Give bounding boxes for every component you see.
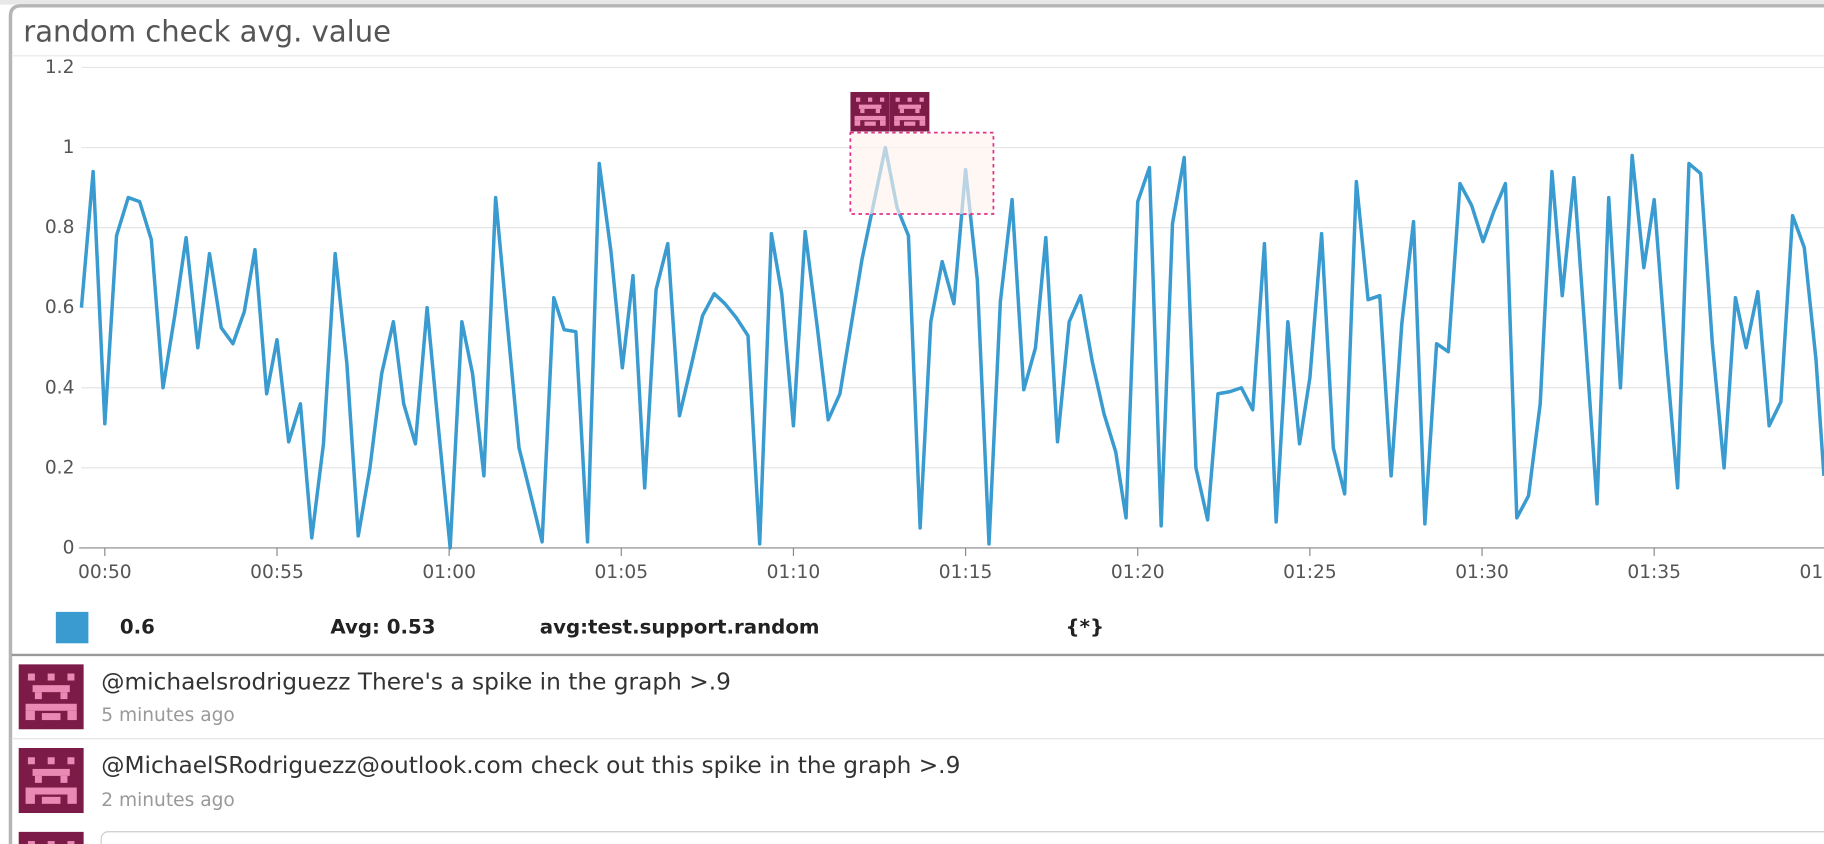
panel-border bbox=[8, 4, 1824, 844]
legend-avg: Avg: 0.53 bbox=[330, 616, 435, 639]
top-strip bbox=[0, 0, 1824, 5]
annotation-avatar[interactable] bbox=[889, 91, 930, 132]
x-tick-label: 01:10 bbox=[767, 562, 821, 583]
y-tick-label: 0 bbox=[63, 537, 75, 558]
legend-series: avg:test.support.random bbox=[540, 616, 820, 639]
x-ticks: 00:50 00:55 01:00 01:05 01:10 01:15 01:20 01:25… bbox=[78, 547, 1824, 583]
comment-text: @michaelsrodriguezz There's a spike in t… bbox=[101, 668, 731, 695]
x-tick-label: 01:25 bbox=[1283, 562, 1337, 583]
avatar[interactable] bbox=[18, 664, 84, 730]
legend-scope: {*} bbox=[1066, 616, 1104, 639]
y-tick-label: 0.8 bbox=[45, 217, 75, 238]
x-tick-label: 01:05 bbox=[594, 562, 648, 583]
x-tick-label: 01:15 bbox=[939, 562, 993, 583]
panel-title: random check avg. value bbox=[23, 15, 391, 49]
x-tick-label: 00:55 bbox=[250, 562, 304, 583]
legend-swatch bbox=[55, 611, 89, 644]
x-tick-label: 01:40 bbox=[1800, 562, 1824, 583]
comment-time: 5 minutes ago bbox=[101, 705, 235, 726]
comment-text: @MichaelSRodriguezz@outlook.com check ou… bbox=[101, 752, 960, 779]
plot-area: 0 0.2 0.4 0.6 0.8 1 1.2 00:50 00:55 01:00 01:05 01:… bbox=[45, 57, 1824, 583]
x-tick-label: 01:00 bbox=[422, 562, 476, 583]
y-tick-label: 1 bbox=[63, 137, 75, 158]
y-tick-label: 1.2 bbox=[45, 57, 75, 78]
x-tick-label: 01:20 bbox=[1111, 562, 1165, 583]
x-tick-label: 01:35 bbox=[1627, 562, 1681, 583]
annotation-avatar[interactable] bbox=[850, 91, 890, 132]
y-tick-label: 0.2 bbox=[45, 457, 75, 478]
annotation-region bbox=[849, 131, 995, 215]
legend-last-value: 0.6 bbox=[120, 616, 155, 639]
comment-input[interactable] bbox=[100, 831, 1824, 844]
avatar[interactable] bbox=[18, 747, 84, 814]
y-tick-label: 0.4 bbox=[45, 377, 75, 398]
avatar bbox=[18, 831, 84, 844]
y-tick-label: 0.6 bbox=[45, 297, 75, 318]
x-tick-label: 01:30 bbox=[1455, 562, 1509, 583]
x-tick-label: 00:50 bbox=[78, 562, 132, 583]
comment-time: 2 minutes ago bbox=[101, 790, 235, 811]
